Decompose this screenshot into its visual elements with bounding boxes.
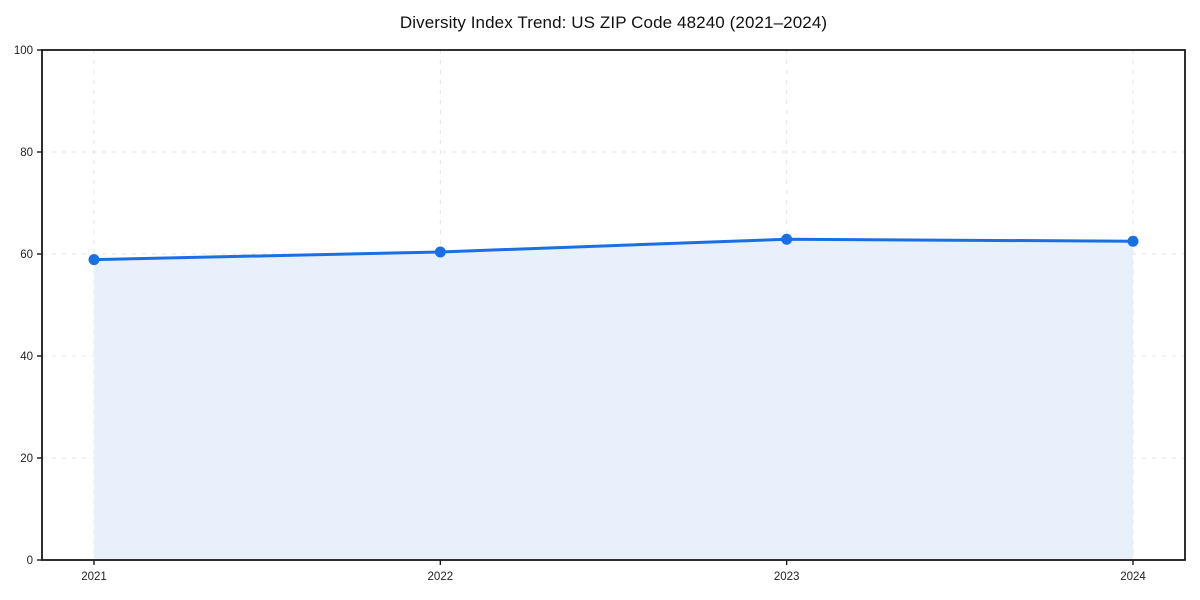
x-tick-label: 2021 [81,571,107,583]
plot-border [41,49,1186,561]
y-tick-label: 40 [20,351,33,363]
x-tick-label: 2024 [1120,571,1146,583]
x-tick-label: 2023 [774,571,800,583]
y-tick-label: 20 [20,453,33,465]
data-point [781,233,793,245]
data-point [1127,235,1139,247]
y-tick-label: 80 [20,147,33,159]
trend-line [92,237,1135,262]
x-tick-label: 2022 [428,571,454,583]
area-fill [94,239,1133,560]
chart-title: Diversity Index Trend: US ZIP Code 48240… [399,13,828,32]
y-tick-label: 100 [14,45,33,57]
data-point [434,246,446,258]
y-tick-label: 60 [20,249,33,261]
data-point [88,254,100,266]
y-tick-label: 0 [27,555,33,567]
